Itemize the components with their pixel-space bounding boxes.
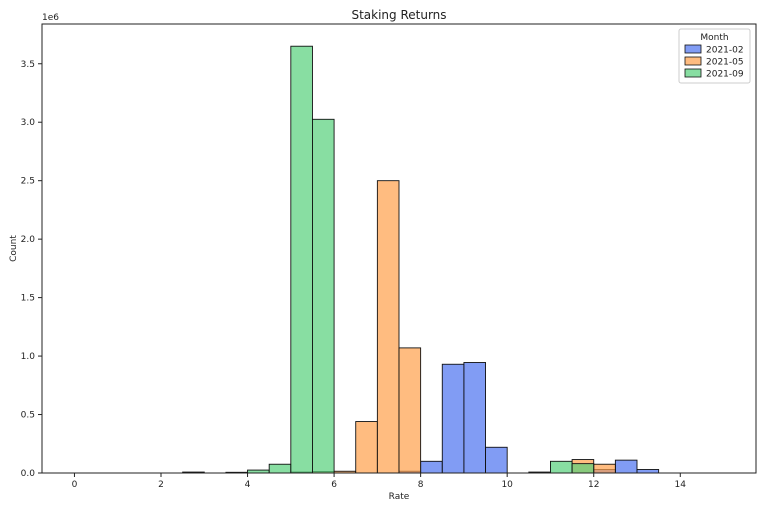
bar-2021-02-6 [614, 459, 638, 474]
legend-swatch-2021-05 [684, 56, 702, 66]
x-tick-label: 12 [588, 480, 599, 490]
x-axis-ticks: 0 2 4 6 8 10 12 14 [72, 473, 687, 490]
y-tick-label: 0.0 [21, 469, 36, 479]
bar-2021-09-7 [550, 460, 573, 474]
bars-layer [182, 45, 660, 474]
bar-2021-02-1 [420, 460, 443, 474]
y-tick-label: 3.5 [21, 60, 35, 70]
x-axis-label: Rate [389, 492, 410, 502]
chart-title: Staking Returns [351, 8, 446, 22]
legend-label-2021-02: 2021-02 [706, 46, 744, 56]
legend-title: Month [700, 33, 728, 43]
legend-label-2021-09: 2021-09 [706, 70, 744, 80]
bar-2021-09-5 [312, 118, 335, 474]
y-tick-label: 0.5 [21, 411, 35, 421]
x-tick-label: 6 [331, 480, 337, 490]
y-tick-label: 3.0 [21, 118, 36, 128]
bar-2021-05-4 [376, 180, 400, 474]
legend: Month 2021-02 2021-05 2021-09 [678, 28, 751, 84]
x-tick-label: 10 [501, 480, 513, 490]
x-tick-label: 14 [675, 480, 687, 490]
legend-label-2021-05: 2021-05 [706, 58, 744, 68]
y-tick-label: 1.0 [21, 352, 36, 362]
x-tick-label: 2 [158, 480, 164, 490]
y-tick-label: 2.0 [21, 235, 36, 245]
legend-swatch-2021-09 [684, 68, 702, 78]
y-tick-label: 1.5 [21, 294, 35, 304]
legend-items: 2021-02 2021-05 2021-09 [684, 44, 744, 80]
bar-2021-09-3 [268, 463, 292, 474]
bar-2021-05-5 [398, 347, 422, 474]
bar-2021-09-4 [290, 45, 313, 474]
y-tick-label: 2.5 [21, 177, 35, 187]
legend-swatch-2021-02 [684, 44, 702, 54]
y-axis-ticks: 0.0 0.5 1.0 1.5 2.0 2.5 3.0 3.5 [21, 60, 42, 479]
bar-2021-02-2 [441, 363, 465, 474]
plot-frame [41, 23, 757, 474]
y-axis-label: Count [9, 235, 19, 262]
bar-2021-05-3 [355, 421, 378, 474]
bar-2021-02-3 [463, 362, 486, 474]
bar-2021-02-4 [485, 446, 508, 474]
x-tick-label: 8 [418, 480, 424, 490]
y-axis-offset-label: 1e6 [42, 13, 59, 23]
bar-2021-05-7 [593, 463, 616, 474]
x-tick-label: 0 [72, 480, 78, 490]
bar-2021-02-7 [636, 469, 660, 474]
x-tick-label: 4 [245, 480, 251, 490]
bar-2021-09-8 [571, 463, 595, 474]
